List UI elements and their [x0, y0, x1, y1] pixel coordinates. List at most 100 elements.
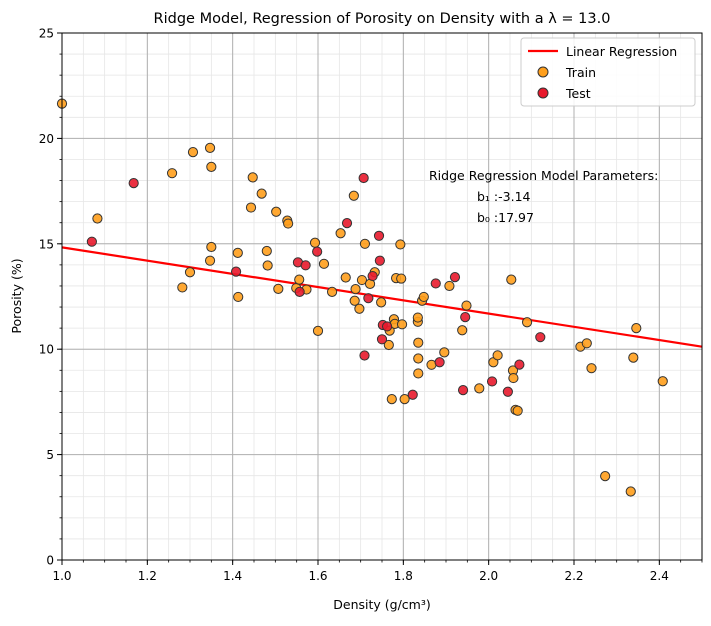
scatter-point-train — [457, 325, 468, 336]
scatter-point-test — [457, 384, 469, 396]
annotation-b1: b₁ :-3.14 — [477, 189, 531, 204]
chart-title: Ridge Model, Regression of Porosity on D… — [154, 11, 611, 27]
scatter-point-train — [506, 274, 517, 285]
scatter-point-test — [535, 332, 546, 343]
scatter-point-train — [359, 238, 371, 249]
scatter-point-train — [349, 295, 360, 306]
scatter-point-train — [245, 202, 257, 213]
legend-label-train: Train — [565, 65, 596, 80]
scatter-point-train — [184, 267, 196, 278]
scatter-point-train — [376, 297, 387, 308]
x-tick-label: 2.2 — [564, 569, 583, 583]
scatter-point-train — [396, 319, 408, 330]
scatter-point-test — [514, 359, 525, 370]
scatter-point-train — [187, 147, 199, 158]
scatter-point-train — [273, 283, 284, 295]
scatter-point-train — [631, 323, 642, 334]
scatter-point-test — [407, 389, 418, 400]
scatter-point-train — [586, 363, 597, 374]
scatter-point-train — [166, 168, 178, 179]
scatter-point-test — [430, 278, 441, 289]
scatter-point-train — [350, 284, 361, 295]
scatter-point-train — [261, 245, 272, 257]
scatter-point-train — [439, 347, 450, 358]
x-tick-label: 1.2 — [138, 569, 157, 583]
scatter-point-train — [444, 280, 455, 292]
scatter-point-train — [318, 258, 330, 269]
x-axis-title: Density (g/cm³) — [333, 597, 430, 612]
scatter-point-train — [412, 312, 423, 323]
scatter-point-test — [373, 230, 385, 241]
scatter-point-train — [326, 286, 338, 297]
scatter-point-train — [348, 190, 359, 201]
scatter-point-train — [312, 325, 324, 336]
scatter-point-train — [247, 172, 258, 183]
scatter-point-train — [92, 213, 103, 224]
scatter-point-test — [86, 236, 97, 247]
scatter-point-test — [358, 172, 369, 184]
scatter-point-train — [657, 376, 668, 387]
scatter-point-train — [294, 274, 305, 285]
scatter-point-train — [204, 142, 216, 153]
scatter-point-test — [486, 376, 498, 387]
scatter-point-train — [383, 339, 394, 351]
scatter-point-test — [502, 386, 513, 397]
scatter-point-train — [418, 291, 429, 303]
scatter-point-train — [340, 272, 351, 283]
points-layer — [56, 98, 668, 497]
scatter-point-test — [460, 312, 471, 323]
ticks-layer: 1.0 1.2 1.4 1.6 1.8 2.0 2.2 2.4 0 5 10 15 20 25 — [39, 27, 703, 583]
scatter-point-train — [413, 337, 424, 348]
legend-marker-test — [537, 87, 549, 99]
x-tick-label: 1.6 — [308, 569, 327, 583]
scatter-point-test — [374, 255, 385, 266]
scatter-point-test — [449, 272, 461, 283]
scatter-point-train — [395, 239, 406, 250]
regression-layer — [61, 246, 703, 348]
scatter-point-train — [521, 317, 533, 328]
y-tick-label: 10 — [39, 343, 54, 357]
scatter-point-train — [335, 228, 346, 239]
y-tick-label: 20 — [39, 132, 54, 146]
scatter-point-train — [628, 352, 639, 363]
scatter-point-test — [367, 270, 378, 282]
scatter-point-train — [600, 471, 611, 482]
scatter-point-train — [474, 383, 485, 394]
scatter-point-train — [581, 338, 592, 349]
regression-line — [61, 246, 703, 348]
annotation-b0: b₀ :17.97 — [477, 210, 534, 225]
x-tick-label: 2.4 — [650, 569, 669, 583]
scatter-point-train — [232, 247, 243, 258]
legend: Linear Regression Train Test — [520, 37, 696, 107]
scatter-point-test — [128, 177, 139, 189]
scatter-point-test — [382, 321, 393, 332]
scatter-point-train — [256, 188, 267, 199]
scatter-point-train — [309, 237, 321, 248]
scatter-point-train — [356, 274, 368, 286]
scatter-point-train — [354, 303, 365, 314]
scatter-point-train — [204, 255, 216, 266]
scatter-point-train — [177, 282, 188, 293]
model-parameters-annotation: Ridge Regression Model Parameters: b₁ :-… — [429, 168, 658, 225]
scatter-point-test — [363, 293, 374, 304]
scatter-point-train — [508, 372, 519, 384]
scatter-point-train — [413, 368, 424, 379]
scatter-point-test — [434, 357, 445, 368]
x-tick-label: 1.0 — [52, 569, 71, 583]
scatter-point-train — [283, 218, 294, 229]
scatter-point-test — [359, 350, 370, 361]
scatter-point-train — [206, 241, 217, 253]
legend-label-test: Test — [565, 86, 591, 101]
scatter-point-train — [512, 405, 523, 416]
y-tick-label: 15 — [39, 237, 54, 251]
scatter-point-train — [386, 394, 397, 405]
y-tick-label: 5 — [46, 448, 54, 462]
scatter-point-train — [461, 300, 472, 311]
x-tick-label: 1.4 — [223, 569, 242, 583]
scatter-point-train — [492, 350, 503, 361]
legend-label-regression: Linear Regression — [566, 44, 677, 59]
y-axis-title: Porosity (%) — [9, 258, 24, 333]
scatter-point-test — [341, 218, 353, 229]
scatter-point-train — [396, 273, 407, 284]
legend-box — [520, 37, 696, 107]
